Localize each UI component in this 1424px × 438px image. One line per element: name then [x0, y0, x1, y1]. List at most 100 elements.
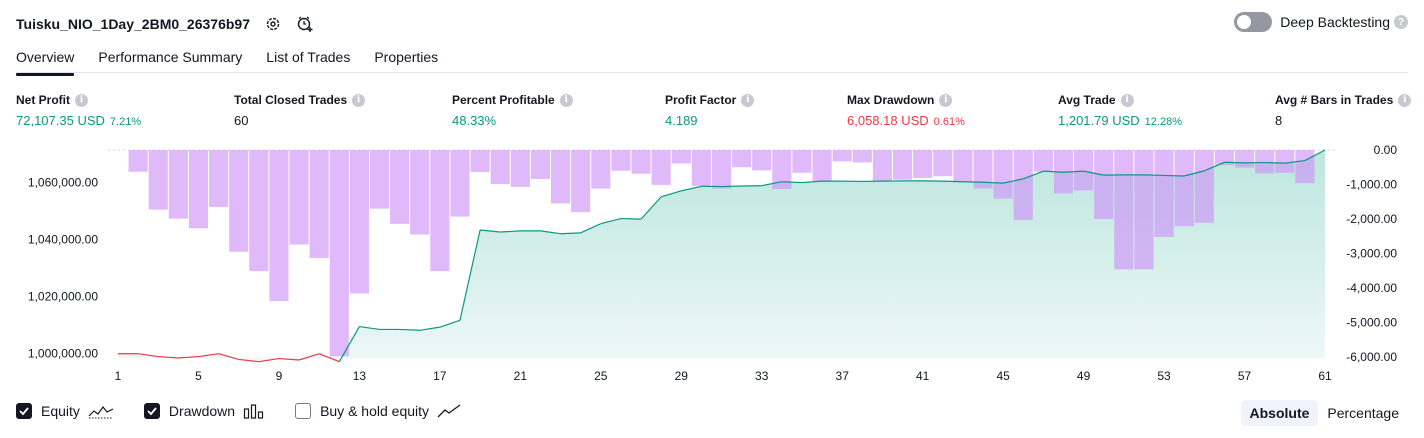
tab-bar: Overview Performance Summary List of Tra…: [16, 44, 462, 76]
legend-equity[interactable]: Equity: [16, 403, 114, 419]
info-icon[interactable]: i: [741, 93, 755, 107]
x-axis-tick-label: 41: [916, 369, 930, 383]
metric-total-closed-trades: Total Closed Trades i 60: [234, 93, 366, 128]
metric-avg-trade: Avg Trade i 1,201.79 USD 12.28%: [1058, 93, 1182, 128]
drawdown-bar: [812, 150, 832, 182]
drawdown-checkbox[interactable]: [143, 403, 160, 419]
metric-label: Avg Trade: [1058, 93, 1116, 107]
drawdown-bar: [390, 150, 410, 224]
x-axis-tick-label: 53: [1157, 369, 1171, 383]
equity-drawdown-chart[interactable]: 1,000,000.00 1,020,000.00 1,040,000.00 1,06…: [0, 140, 1424, 395]
tab-properties[interactable]: Properties: [374, 49, 439, 65]
drawdown-bar: [651, 150, 671, 185]
drawdown-bar: [1033, 150, 1053, 172]
equity-line-segment: [660, 190, 682, 198]
drawdown-bar: [128, 150, 148, 172]
drawdown-bar: [1074, 150, 1094, 191]
drawdown-bar: [1234, 150, 1255, 168]
equity-line-segment: [238, 358, 259, 363]
info-icon[interactable]: i: [1120, 93, 1134, 107]
x-axis-tick-label: 9: [276, 369, 283, 383]
metric-value: 60: [234, 113, 249, 128]
equity-line-segment: [158, 355, 179, 359]
metric-value: 1,201.79 USD: [1058, 113, 1140, 128]
info-icon[interactable]: i: [939, 93, 953, 107]
tab-performance-summary[interactable]: Performance Summary: [98, 49, 243, 65]
mode-absolute[interactable]: Absolute: [1240, 400, 1319, 426]
equity-line-segment: [942, 180, 963, 183]
equity-line-segment: [540, 230, 561, 235]
mode-percentage[interactable]: Percentage: [1327, 405, 1399, 421]
help-icon[interactable]: ?: [1394, 15, 1408, 29]
drawdown-bar: [470, 150, 490, 173]
metric-sub: 0.61%: [933, 116, 965, 128]
info-icon[interactable]: i: [75, 93, 88, 107]
x-axis-tick-label: 29: [675, 369, 689, 383]
metric-value: 72,107.35 USD: [16, 113, 105, 128]
drawdown-bar: [349, 150, 369, 294]
right-axis-tick-label: 0.00: [1374, 143, 1398, 157]
metric-value: 4.189: [665, 113, 698, 128]
equity-line-segment: [1284, 159, 1305, 164]
equity-line-segment: [1063, 170, 1084, 173]
equity-line-segment: [761, 181, 782, 187]
metric-percent-profitable: Percent Profitable i 48.33%: [452, 93, 573, 128]
drawdown-bar: [913, 150, 933, 178]
deep-backtesting-toggle[interactable]: [1234, 12, 1273, 32]
metric-net-profit: Net Profit i 72,107.35 USD 7.21%: [16, 93, 141, 128]
buy-hold-checkbox[interactable]: [295, 403, 312, 419]
drawdown-bar: [832, 150, 852, 162]
equity-line-segment: [1264, 161, 1285, 164]
drawdown-bar: [530, 150, 551, 179]
right-axis-tick-label: -5,000.00: [1346, 315, 1397, 329]
metric-sub: 7.21%: [109, 116, 142, 128]
equity-line-segment: [439, 319, 461, 328]
drawdown-bar: [792, 150, 812, 173]
drawdown-bar: [1214, 150, 1234, 166]
right-axis-tick-label: -1,000.00: [1346, 177, 1397, 191]
equity-line-segment: [620, 217, 642, 220]
drawdown-bar: [933, 150, 953, 177]
equity-line-segment: [580, 223, 602, 234]
drawdown-bar: [1154, 150, 1174, 237]
drawdown-bar: [732, 150, 752, 168]
tab-divider: [16, 72, 1408, 73]
drawdown-bar: [329, 150, 349, 357]
drawdown-bar: [289, 150, 309, 245]
drawdown-bar: [450, 150, 470, 217]
add-alert-icon[interactable]: [296, 15, 314, 33]
equity-line-segment: [318, 353, 340, 363]
legend-drawdown[interactable]: Drawdown: [143, 403, 265, 419]
x-axis-tick-label: 1: [115, 369, 122, 383]
legend-buy-hold[interactable]: Buy & hold equity: [295, 403, 461, 419]
x-axis-tick-label: 17: [433, 369, 447, 383]
equity-line-icon: [88, 403, 114, 419]
info-icon[interactable]: i: [1398, 93, 1412, 107]
deep-backtesting: Deep Backtesting ?: [1234, 12, 1408, 32]
equity-line-segment: [338, 326, 360, 363]
drawdown-bar: [752, 150, 772, 171]
equity-line-segment: [781, 181, 802, 184]
equity-line-segment: [1304, 149, 1326, 162]
metric-sub: 12.28%: [1144, 116, 1182, 128]
drawdown-bar: [852, 150, 872, 163]
metric-max-drawdown: Max Drawdown i 6,058.18 USD 0.61%: [847, 93, 965, 128]
drawdown-bar: [1174, 150, 1194, 227]
equity-line-segment: [681, 185, 702, 192]
drawdown-bar: [1275, 150, 1295, 173]
tab-overview[interactable]: Overview: [16, 44, 75, 76]
equity-line-segment: [640, 196, 662, 220]
settings-icon[interactable]: [264, 15, 282, 33]
info-icon[interactable]: i: [352, 93, 366, 107]
drawdown-bar: [671, 150, 691, 164]
drawdown-bar: [631, 150, 651, 174]
left-axis-tick-label: 1,040,000.00: [28, 232, 98, 246]
metric-profit-factor: Profit Factor i 4.189: [665, 93, 755, 128]
metric-value: 6,058.18 USD: [847, 113, 929, 128]
tab-list-of-trades[interactable]: List of Trades: [266, 49, 351, 65]
deep-backtesting-label: Deep Backtesting: [1280, 14, 1390, 30]
drawdown-bar: [591, 150, 611, 189]
equity-line-segment: [982, 181, 1004, 184]
equity-checkbox[interactable]: [16, 403, 32, 419]
info-icon[interactable]: i: [559, 93, 573, 107]
